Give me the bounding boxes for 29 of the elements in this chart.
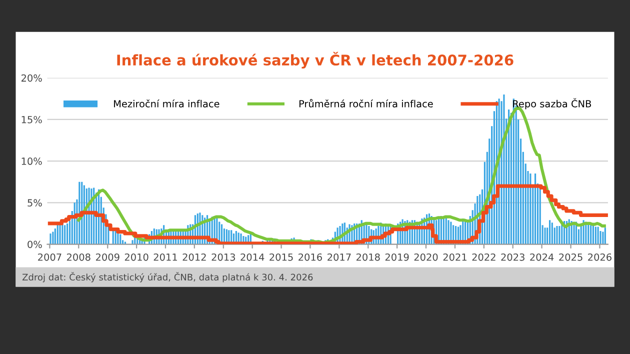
x-tick-label: 2015 — [270, 253, 293, 261]
y-tick-label: 10% — [22, 158, 42, 165]
x-tick-label: 2019 — [385, 253, 409, 261]
x-tick-label: 2018 — [356, 253, 380, 261]
x-tick-label: 2012 — [182, 253, 206, 261]
y-tick-label: 5% — [28, 199, 42, 206]
x-tick-label: 2025 — [559, 253, 582, 261]
chart-title: Inflace a úrokové sazby v ČR v letech 2007-2026 — [117, 52, 514, 68]
x-tick-label: 2011 — [154, 253, 177, 261]
x-tick-label: 2008 — [66, 253, 90, 261]
y-tick-label: 20% — [21, 74, 42, 82]
x-tick-label: 2022 — [472, 253, 496, 261]
x-tick-label: 2017 — [328, 253, 351, 261]
x-tick-label: 2007 — [38, 253, 62, 261]
x-tick-label: 2013 — [212, 253, 236, 261]
legend-label: Průměrná roční míra inflace — [299, 99, 433, 108]
y-tick-label: 15% — [22, 116, 42, 124]
x-tick-label: 2024 — [530, 253, 554, 261]
x-tick-label: 2020 — [414, 253, 438, 261]
x-tick-label: 2021 — [443, 253, 466, 261]
y-tick-label: 0% — [28, 240, 42, 248]
legend-label: Meziroční míra inflace — [114, 100, 220, 108]
text: Zdroj dat: Český statistický úřad, ČNB, data platná k 30. 4. 2026 — [22, 272, 313, 282]
x-tick-label: 2016 — [298, 253, 322, 261]
x-tick-label: 2009 — [96, 253, 120, 261]
x-tick-label: 2010 — [124, 253, 148, 261]
x-tick-label: 2014 — [240, 253, 264, 261]
x-tick-label: 2023 — [501, 253, 524, 261]
x-tick-label: 2026 — [588, 253, 612, 261]
